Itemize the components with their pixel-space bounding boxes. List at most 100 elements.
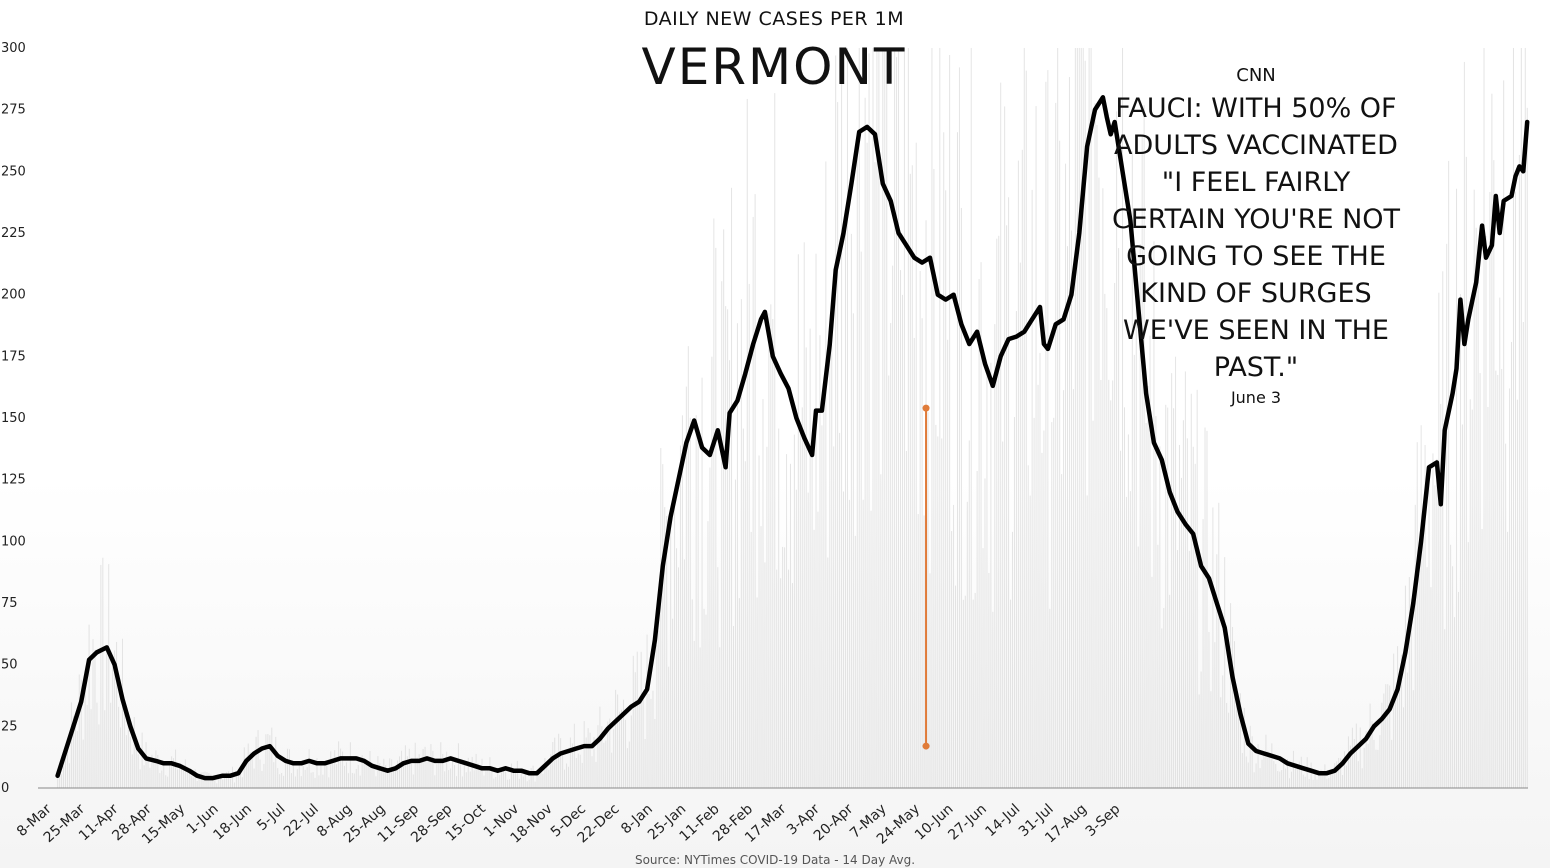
- daily-bar: [135, 749, 137, 788]
- daily-bar: [990, 362, 992, 788]
- daily-bar: [1463, 61, 1465, 788]
- daily-bar: [180, 765, 182, 788]
- daily-bar: [1279, 771, 1281, 788]
- daily-bar: [450, 768, 452, 788]
- daily-bar: [296, 769, 298, 788]
- daily-bar: [843, 491, 845, 788]
- daily-bar: [151, 754, 153, 788]
- daily-bar: [1088, 47, 1090, 789]
- daily-bar: [782, 546, 784, 788]
- daily-bar: [564, 769, 566, 788]
- daily-bar: [599, 706, 601, 788]
- daily-bar: [615, 689, 617, 788]
- daily-bar: [279, 774, 281, 788]
- annotation-marker: [922, 404, 930, 750]
- daily-bar: [738, 598, 740, 788]
- daily-bar: [837, 102, 839, 788]
- daily-bar: [485, 771, 487, 788]
- daily-bar: [446, 751, 448, 788]
- daily-bar: [127, 711, 129, 788]
- daily-bar: [943, 132, 945, 788]
- daily-bar: [1118, 248, 1120, 789]
- daily-bar: [1401, 654, 1403, 788]
- daily-bar: [727, 309, 729, 788]
- daily-bar: [465, 772, 467, 788]
- daily-bar: [744, 461, 746, 788]
- daily-bar: [133, 716, 135, 788]
- daily-bar: [1461, 424, 1463, 788]
- daily-bar: [106, 650, 108, 788]
- daily-bar: [1198, 694, 1200, 788]
- daily-bar: [402, 760, 404, 788]
- daily-bar: [343, 765, 345, 788]
- daily-bar: [956, 132, 958, 788]
- daily-bar: [856, 154, 858, 789]
- daily-bar: [157, 754, 159, 788]
- daily-bar: [237, 770, 239, 788]
- daily-bar: [962, 599, 964, 788]
- daily-bar: [159, 773, 161, 788]
- daily-bar: [666, 516, 668, 788]
- daily-bar: [491, 766, 493, 788]
- daily-bar: [1167, 407, 1169, 788]
- daily-bar: [1133, 354, 1135, 788]
- daily-bar: [605, 740, 607, 788]
- daily-bar: [92, 639, 94, 788]
- daily-bar: [805, 347, 807, 788]
- daily-bar: [880, 474, 882, 788]
- daily-bar: [1436, 458, 1438, 788]
- daily-bar: [298, 762, 300, 788]
- daily-bar: [789, 463, 791, 788]
- daily-bar: [499, 775, 501, 788]
- daily-bar: [275, 736, 277, 788]
- daily-bar: [59, 767, 61, 788]
- daily-bar: [399, 756, 401, 788]
- daily-bar: [917, 514, 919, 788]
- daily-bar: [241, 777, 243, 788]
- daily-bar: [176, 769, 178, 788]
- daily-bar: [632, 655, 634, 788]
- daily-bar: [78, 674, 80, 788]
- daily-bar: [1511, 341, 1513, 788]
- daily-bar: [768, 313, 770, 788]
- daily-bar: [300, 776, 302, 788]
- daily-bar: [338, 741, 340, 788]
- daily-bar: [1491, 93, 1493, 789]
- y-tick-label: 50: [1, 658, 18, 673]
- daily-bar: [1149, 335, 1151, 788]
- daily-bar: [638, 702, 640, 788]
- daily-bar: [1059, 140, 1061, 788]
- daily-bar: [1518, 154, 1520, 789]
- daily-bar: [1414, 504, 1416, 788]
- daily-bar: [184, 759, 186, 788]
- daily-bar: [1074, 47, 1076, 789]
- y-tick-label: 300: [1, 41, 26, 56]
- daily-bar: [607, 721, 609, 788]
- daily-bar: [326, 764, 328, 788]
- daily-bar: [312, 772, 314, 788]
- daily-bar: [269, 735, 271, 788]
- daily-bar: [1141, 134, 1143, 788]
- daily-bar: [1000, 82, 1002, 789]
- daily-bar: [261, 770, 263, 788]
- daily-bar: [1173, 408, 1175, 788]
- daily-bar: [949, 54, 951, 788]
- daily-bar: [556, 759, 558, 788]
- daily-bar: [721, 281, 723, 788]
- daily-bar: [1501, 369, 1503, 788]
- daily-bar: [1182, 420, 1184, 788]
- daily-bar: [379, 763, 381, 788]
- daily-bar: [1345, 765, 1347, 788]
- daily-bar: [1068, 77, 1070, 789]
- daily-bar: [1196, 389, 1198, 788]
- daily-bar: [1232, 626, 1234, 788]
- daily-bar: [153, 762, 155, 788]
- daily-bar: [182, 768, 184, 788]
- daily-bar: [1351, 727, 1353, 788]
- daily-bar: [911, 165, 913, 788]
- daily-bar: [1116, 111, 1118, 788]
- daily-bar: [235, 775, 237, 788]
- daily-bar: [404, 745, 406, 788]
- daily-bar: [383, 758, 385, 788]
- daily-bar: [935, 424, 937, 788]
